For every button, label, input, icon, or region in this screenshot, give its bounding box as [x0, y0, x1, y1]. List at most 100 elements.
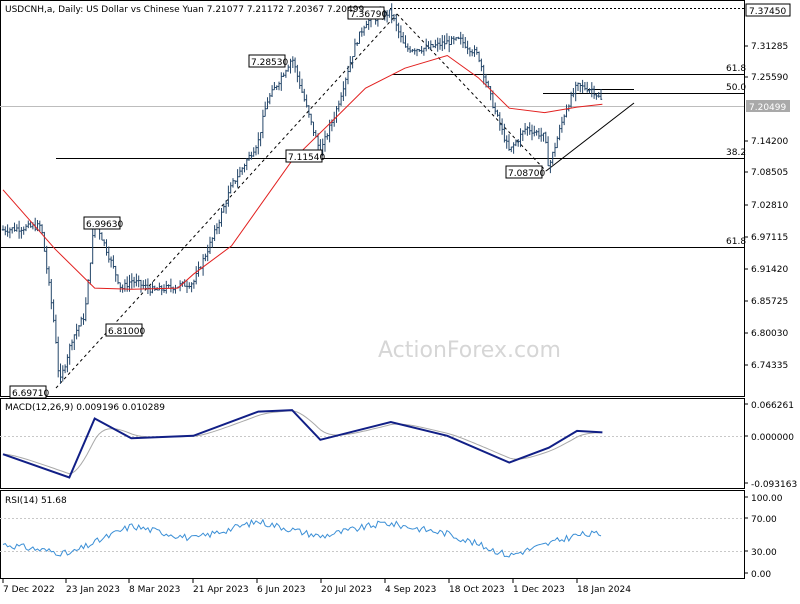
trough-label-708700-text: 7.08700: [508, 169, 545, 179]
price-bar: [551, 151, 554, 165]
date-axis: 7 Dec 2022 23 Jan 2023 8 Mar 2023 21 Apr…: [2, 579, 631, 595]
price-bar: [247, 151, 251, 161]
peak-labels: 7.36790 7.28530 7.11540 7.08700 6.99630 …: [9, 6, 545, 399]
price-bar: [365, 20, 368, 29]
price-bar: [167, 284, 170, 289]
price-bar: [4, 226, 7, 236]
price-bar: [344, 77, 347, 97]
price-bar: [569, 91, 573, 108]
trough-label-708700: 7.08700: [505, 165, 545, 179]
price-tick: 6.97115: [751, 233, 788, 243]
rising-support-line: [545, 102, 635, 172]
price-bar: [59, 363, 62, 384]
price-bar: [47, 266, 51, 286]
price-bar: [158, 282, 161, 291]
price-bar: [137, 275, 140, 288]
price-bar: [335, 106, 338, 123]
price-bar: [8, 227, 12, 239]
price-bar: [107, 246, 110, 263]
price-bar: [50, 279, 53, 310]
price-bar: [275, 85, 278, 90]
price-bar: [172, 286, 175, 294]
price-bar: [468, 47, 472, 57]
macd-tick: 0.000000: [751, 433, 794, 443]
price-bar: [91, 229, 94, 265]
price-bar: [326, 133, 329, 140]
price-tick: 7.08505: [751, 168, 788, 178]
price-bar: [245, 158, 248, 171]
price-tick: 7.25590: [751, 73, 788, 83]
main-panel-frame: [0, 0, 745, 397]
price-bar: [73, 334, 76, 350]
price-bar: [236, 169, 239, 188]
price-bar: [241, 167, 244, 175]
price-bar: [448, 35, 451, 53]
price-bar: [296, 64, 299, 83]
price-bar: [261, 109, 265, 139]
price-bar: [119, 282, 122, 293]
price-bar: [491, 90, 495, 109]
price-bar: [429, 40, 432, 50]
price-bar: [24, 224, 28, 232]
price-bar: [592, 85, 596, 99]
price-bar: [277, 81, 281, 91]
price-bar: [77, 325, 81, 337]
price-bar: [395, 14, 398, 32]
date-label: 4 Sep 2023: [385, 585, 436, 595]
price-bar: [266, 97, 269, 110]
price-bar: [17, 220, 21, 239]
price-bar: [206, 244, 209, 262]
price-bar: [259, 132, 262, 147]
fib-label-618-upper: 61.8: [726, 64, 746, 74]
price-bar: [399, 25, 403, 43]
price-bar: [303, 88, 306, 102]
price-bar: [103, 239, 106, 247]
price-bar: [514, 139, 518, 147]
price-bar: [597, 92, 600, 98]
price-bar: [445, 33, 449, 45]
price-bar: [459, 31, 462, 45]
price-bar: [227, 185, 230, 207]
price-bar: [431, 44, 435, 48]
trough-label-681000-text: 6.81000: [108, 327, 145, 337]
price-bar: [535, 129, 538, 136]
date-label: 20 Jul 2023: [321, 585, 372, 595]
rsi-axis: 100.00 70.00 30.00 0.00: [744, 494, 783, 580]
price-bar: [218, 219, 221, 234]
price-bar: [13, 222, 16, 232]
macd-signal-line: [2, 410, 601, 475]
price-bar: [385, 10, 389, 23]
price-bar: [213, 225, 216, 241]
price-bar: [567, 104, 570, 112]
date-label: 23 Jan 2023: [66, 585, 120, 595]
macd-tick: 0.066261: [751, 401, 794, 411]
price-bar: [165, 280, 168, 294]
price-bar: [43, 231, 46, 252]
price-bar: [337, 100, 340, 112]
price-bar: [142, 280, 145, 289]
price-bar: [390, 3, 393, 24]
price-bar: [533, 125, 536, 137]
price-bar: [29, 221, 32, 228]
price-bar: [54, 314, 58, 344]
price-bar: [482, 64, 485, 85]
price-bar: [250, 151, 253, 160]
price-bar: [270, 85, 274, 97]
price-bar: [402, 32, 405, 44]
price-tick: 7.14200: [751, 137, 788, 147]
price-bar: [109, 256, 113, 268]
price-bar: [450, 36, 453, 45]
price-bar: [66, 354, 69, 373]
price-bar: [595, 93, 598, 100]
price-bar: [75, 323, 78, 340]
date-label: 1 Dec 2023: [513, 585, 565, 595]
price-bar: [70, 339, 74, 351]
price-bar: [351, 56, 354, 69]
falling-dashed-line: [396, 13, 547, 172]
date-label: 6 Jun 2023: [257, 585, 305, 595]
price-bar: [132, 276, 136, 288]
price-bar: [323, 130, 327, 152]
price-bar: [466, 40, 469, 55]
rsi-tick: 0.00: [751, 570, 771, 580]
price-bar: [6, 224, 9, 237]
